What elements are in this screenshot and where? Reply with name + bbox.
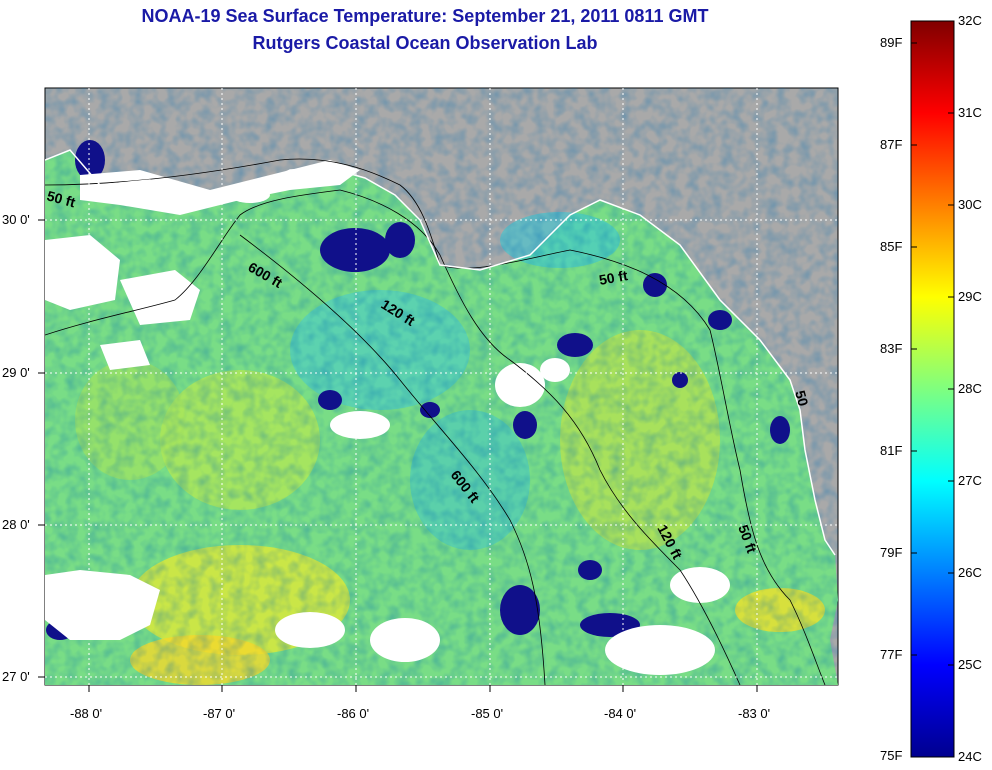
colorbar-fahrenheit-label: 87F: [880, 137, 903, 152]
lon-tick-label: -84 0': [604, 706, 637, 721]
colorbar-fahrenheit-label: 89F: [880, 35, 903, 50]
colorbar-fahrenheit-label: 83F: [880, 341, 903, 356]
depth-contours: [45, 158, 826, 685]
lat-tick-label: 30 0': [2, 212, 30, 227]
colorbar-celsius-label: 27C: [958, 473, 982, 488]
colorbar-celsius-label: 30C: [958, 197, 982, 212]
lon-tick-label: -86 0': [337, 706, 370, 721]
colorbar-celsius-label: 29C: [958, 289, 982, 304]
colorbar-fahrenheit-label: 79F: [880, 545, 903, 560]
lon-tick-label: -83 0': [738, 706, 771, 721]
map-title: NOAA-19 Sea Surface Temperature: Septemb…: [141, 6, 709, 26]
colorbar-celsius-label: 31C: [958, 105, 982, 120]
colorbar-celsius-label: 26C: [958, 565, 982, 580]
colorbar-fahrenheit-label: 75F: [880, 748, 903, 763]
colorbar-fahrenheit-label: 85F: [880, 239, 903, 254]
colorbar: [910, 20, 955, 758]
coastline: [45, 149, 836, 556]
contour-label: 50 ft: [45, 187, 77, 210]
lon-tick-label: -87 0': [203, 706, 236, 721]
cloud-areas: [45, 160, 730, 675]
lat-tick-label: 27 0': [2, 669, 30, 684]
contour-label: 50 ft: [598, 267, 629, 288]
contour-label: 50: [792, 389, 812, 408]
colorbar-celsius-label: 32C: [958, 13, 982, 28]
colorbar-celsius-label: 24C: [958, 749, 982, 764]
lat-tick-label: 28 0': [2, 517, 30, 532]
colorbar-fahrenheit-label: 81F: [880, 443, 903, 458]
lat-tick-label: 29 0': [2, 365, 30, 380]
colorbar-celsius-label: 25C: [958, 657, 982, 672]
lon-tick-label: -85 0': [471, 706, 504, 721]
graticule: [45, 88, 838, 685]
colorbar-fahrenheit-label: 77F: [880, 647, 903, 662]
colorbar-ticks: [911, 20, 954, 666]
map-subtitle: Rutgers Coastal Ocean Observation Lab: [252, 33, 598, 53]
colorbar-celsius-label: 28C: [958, 381, 982, 396]
lon-tick-label: -88 0': [70, 706, 103, 721]
